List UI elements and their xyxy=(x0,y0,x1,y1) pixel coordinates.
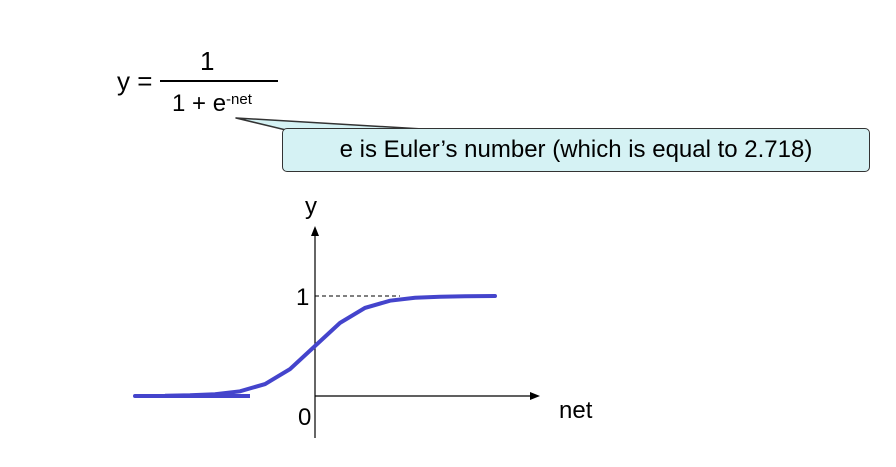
formula-denominator: 1 + e-net xyxy=(172,90,252,118)
formula-numerator: 1 xyxy=(200,46,215,76)
denominator-base: 1 + e xyxy=(172,90,227,117)
euler-callout: e is Euler’s number (which is equal to 2… xyxy=(282,128,870,172)
fraction-bar xyxy=(160,80,278,82)
denominator-exponent: -net xyxy=(226,91,252,108)
y-tick-label-1: 1 xyxy=(296,284,309,311)
x-axis-label: net xyxy=(559,397,593,424)
x-axis-arrow xyxy=(530,392,540,400)
callout-text: e is Euler’s number (which is equal to 2… xyxy=(339,136,813,163)
sigmoid-curve xyxy=(133,294,497,398)
sigmoid-formula: y = 1 1 + e-net xyxy=(0,0,896,140)
y-axis-label: y xyxy=(305,193,317,220)
y-axis-arrow xyxy=(311,226,319,236)
origin-label: 0 xyxy=(298,404,311,431)
formula-lhs: y = xyxy=(117,66,153,96)
